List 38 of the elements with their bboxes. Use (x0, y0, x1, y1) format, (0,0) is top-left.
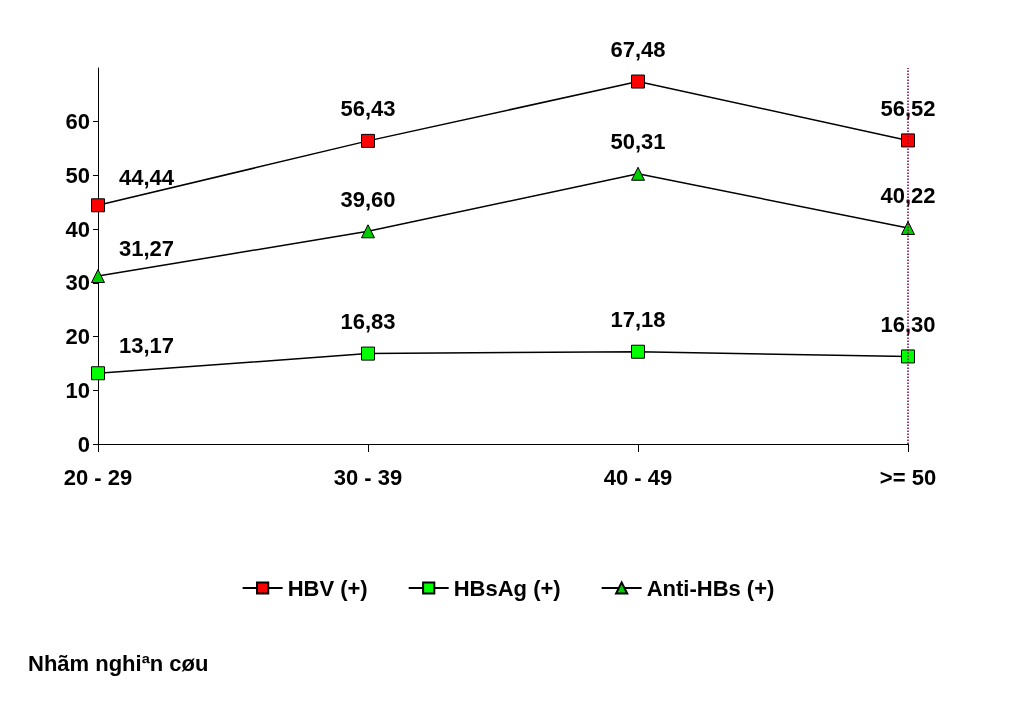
data-label: 39,60 (340, 186, 396, 212)
point (901, 133, 915, 148)
y-tick-label: 10 (65, 377, 90, 403)
data-label: 13,17 (119, 332, 175, 358)
point (361, 224, 375, 239)
legend-label: Anti-HBs (+) (646, 575, 775, 601)
x-tick-label: 30 - 39 (333, 464, 403, 490)
point (631, 344, 645, 359)
data-label: 16,30 (880, 311, 936, 337)
x-tick-label: 20 - 29 (63, 464, 133, 490)
y-tick-label: 0 (77, 431, 90, 457)
point (631, 166, 645, 181)
data-label: 31,27 (119, 235, 175, 261)
data-label: 50,31 (610, 129, 666, 155)
point (91, 198, 105, 213)
y-tick-label: 20 (65, 324, 90, 350)
point (91, 269, 105, 284)
point (361, 133, 375, 148)
legend-label: HBV (+) (287, 575, 368, 601)
x-tick-label: 40 - 49 (603, 464, 673, 490)
x-tick-label: >= 50 (879, 464, 937, 490)
data-label: 17,18 (610, 307, 666, 333)
point (901, 349, 915, 364)
data-label: 44,44 (119, 164, 175, 190)
data-label: 16,83 (340, 309, 396, 335)
y-tick-label: 60 (65, 109, 90, 135)
data-label: 56,52 (880, 95, 936, 121)
point (91, 366, 105, 381)
legend-label: HBsAg (+) (453, 575, 561, 601)
y-tick-label: 30 (65, 270, 90, 296)
data-label: 40,22 (880, 183, 936, 209)
point (631, 74, 645, 89)
point (361, 346, 375, 361)
y-tick-label: 40 (65, 216, 90, 242)
text: Nhãm nghiªn cøu (28, 650, 209, 676)
data-label: 67,48 (610, 37, 666, 63)
data-label: 56,43 (340, 96, 396, 122)
y-tick-label: 50 (65, 162, 90, 188)
